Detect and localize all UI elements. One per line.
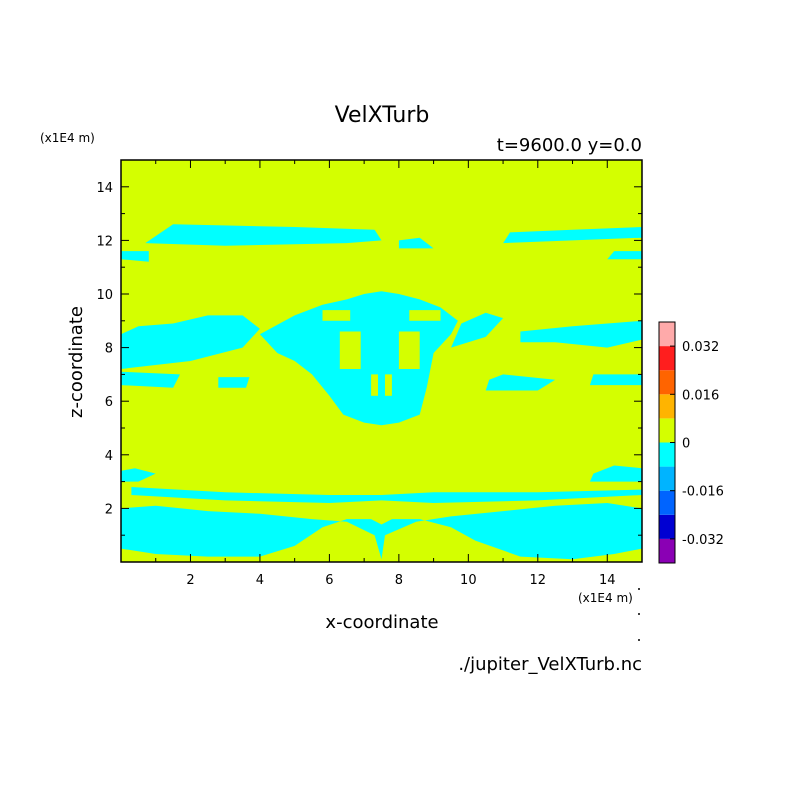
footer-dot [638, 639, 640, 641]
y-axis-ticks: 2 4 6 8 10 12 14 [96, 181, 642, 536]
colorbar-swatch [659, 394, 675, 419]
contour-region-negative [145, 224, 382, 246]
colorbar-swatch [659, 322, 675, 347]
filename-label: ./jupiter_VelXTurb.nc [458, 654, 642, 675]
y-tick-label: 6 [105, 395, 113, 410]
y-tick-label: 2 [105, 502, 113, 517]
y-units-label: (x1E4 m) [40, 131, 95, 145]
y-tick-label: 12 [96, 234, 113, 249]
contour-region-negative [131, 487, 642, 503]
contour-region-negative [607, 251, 642, 260]
colorbar-swatch [659, 346, 675, 371]
x-tick-label: 4 [256, 573, 264, 588]
colorbar-tick-label: 0 [682, 437, 690, 452]
plot-frame [120, 159, 643, 563]
x-tick-label: 12 [530, 573, 547, 588]
contour-region-negative [451, 312, 504, 348]
contour-region-zero [398, 331, 420, 369]
contour-region-negative [589, 374, 642, 386]
x-tick-label: 14 [599, 573, 616, 588]
contour-region-negative [121, 503, 642, 560]
contour-region-negative [121, 251, 149, 262]
contour-region-negative [121, 371, 180, 388]
contour-region-zero [385, 374, 392, 396]
y-tick-label: 4 [105, 449, 113, 464]
footer-dots [638, 588, 640, 641]
x-tick-label: 10 [460, 573, 477, 588]
x-tick-label: 8 [395, 573, 403, 588]
x-tick-label: 2 [186, 573, 194, 588]
colorbar-swatch [659, 514, 675, 539]
colorbar-swatch [659, 418, 675, 443]
contour-region-negative [503, 227, 642, 244]
contour-region-negative [520, 320, 642, 348]
contour-region-zero [371, 374, 378, 396]
contour-region-zero [409, 310, 441, 321]
x-units-label: (x1E4 m) [578, 591, 633, 605]
contour-holes [322, 310, 441, 396]
y-tick-label: 14 [96, 181, 113, 196]
contour-region-negative [485, 374, 556, 391]
footer-dot [638, 613, 640, 615]
colorbar-tick-label: -0.016 [682, 485, 724, 500]
contour-region-zero [322, 310, 351, 321]
contour-region-zero [339, 331, 361, 369]
colorbar-swatch [659, 490, 675, 515]
footer-dot [638, 588, 640, 590]
contour-region-negative [218, 377, 250, 388]
contour-region-negative [121, 315, 260, 369]
colorbar-tick-label: 0.016 [682, 388, 719, 403]
colorbar-tick-label: 0.032 [682, 340, 719, 355]
x-axis-ticks: 2 4 6 8 10 12 14 [155, 160, 616, 588]
contour-region-negative [398, 237, 434, 249]
colorbar-swatch [659, 466, 675, 491]
y-tick-label: 10 [96, 288, 113, 303]
contour-regions [121, 224, 642, 560]
chart-title: VelXTurb [335, 103, 430, 128]
x-axis-label: x-coordinate [325, 612, 438, 633]
colorbar-swatch [659, 442, 675, 467]
contour-region-negative [589, 465, 642, 482]
x-tick-label: 6 [325, 573, 333, 588]
colorbar-swatch [659, 538, 675, 563]
colorbar-tick-label: -0.032 [682, 533, 724, 548]
y-axis-label: z-coordinate [66, 306, 87, 418]
contour-region-negative [121, 468, 156, 482]
y-tick-label: 8 [105, 342, 113, 357]
colorbar: -0.032 -0.016 0 0.016 0.032 [658, 321, 724, 564]
chart-subtitle: t=9600.0 y=0.0 [497, 135, 642, 156]
plot-area: 2 4 6 8 10 12 14 2 4 6 8 10 12 14 [96, 159, 643, 588]
colorbar-swatch [659, 370, 675, 395]
